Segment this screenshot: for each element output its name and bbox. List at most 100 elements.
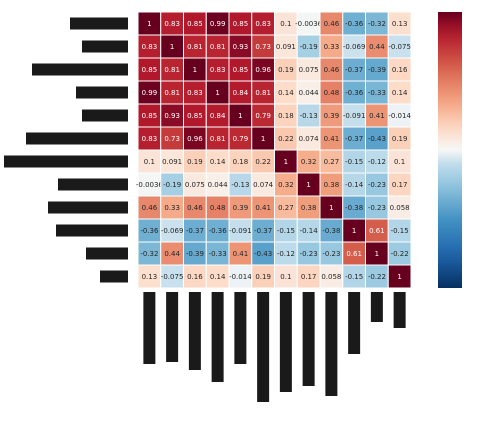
cell-value-label: -0.36 <box>345 89 364 97</box>
cell-value-label: 0.33 <box>164 204 180 212</box>
cell-value-label: -0.37 <box>254 227 272 235</box>
cell-value-label: 1 <box>306 181 310 189</box>
cell-value-label: 0.091 <box>276 43 296 51</box>
cell-value-label: 0.41 <box>369 112 385 120</box>
cell-value-label: 0.85 <box>142 66 158 74</box>
cell-value-label: -0.091 <box>229 227 252 235</box>
cell-value-label: 0.074 <box>253 181 274 189</box>
cell-value-label: 0.79 <box>255 112 271 120</box>
cell-value-label: -0.014 <box>229 273 252 281</box>
cell-value-label: -0.069 <box>343 43 366 51</box>
cell-value-label: 0.84 <box>210 112 226 120</box>
cell-value-label: 0.83 <box>142 135 158 143</box>
cell-value-label: 0.17 <box>301 273 317 281</box>
cell-value-label: 0.96 <box>255 66 271 74</box>
cell-value-label: 0.1 <box>280 273 291 281</box>
cell-value-label: -0.0036 <box>136 181 164 189</box>
redacted-column-label <box>188 292 201 370</box>
redacted-row-label <box>86 247 128 260</box>
cell-value-label: -0.091 <box>343 112 366 120</box>
cell-value-label: -0.075 <box>161 273 184 281</box>
redacted-row-label <box>100 270 128 283</box>
cell-value-label: 0.85 <box>233 66 249 74</box>
cell-value-label: 0.33 <box>324 43 340 51</box>
cell-value-label: 0.46 <box>187 204 203 212</box>
cell-value-label: 0.38 <box>324 181 340 189</box>
cell-value-label: -0.33 <box>368 89 386 97</box>
cell-value-label: 0.075 <box>185 181 205 189</box>
redacted-row-label <box>82 40 128 53</box>
cell-value-label: 0.39 <box>233 204 249 212</box>
cell-value-label: 0.83 <box>187 89 203 97</box>
cell-value-label: 0.81 <box>164 66 180 74</box>
cell-value-label: -0.37 <box>186 227 204 235</box>
cell-value-label: -0.0036 <box>295 20 323 28</box>
cell-value-label: 0.075 <box>299 66 319 74</box>
cell-value-label: 0.1 <box>144 158 155 166</box>
cell-value-label: -0.37 <box>345 66 363 74</box>
cell-value-label: -0.43 <box>368 135 386 143</box>
redacted-row-label <box>32 63 128 76</box>
heatmap-cells: 1 0.83 0.85 0.99 0.85 0.83 0.1 -0.0036 0.46 -0.36… <box>136 11 412 289</box>
cell-value-label: 0.83 <box>210 66 226 74</box>
cell-value-label: 0.19 <box>255 273 271 281</box>
cell-value-label: 0.73 <box>255 43 271 51</box>
cell-value-label: 0.044 <box>299 89 320 97</box>
cell-value-label: -0.39 <box>186 250 204 258</box>
cell-value-label: 0.61 <box>369 227 385 235</box>
cell-value-label: 0.19 <box>278 66 294 74</box>
cell-value-label: 0.18 <box>278 112 294 120</box>
cell-value-label: 1 <box>352 227 356 235</box>
cell-value-label: 0.32 <box>278 181 294 189</box>
cell-value-label: 0.46 <box>324 66 340 74</box>
cell-value-label: 0.93 <box>233 43 249 51</box>
cell-value-label: 1 <box>329 204 333 212</box>
redacted-column-label <box>302 292 315 386</box>
cell-value-label: -0.32 <box>368 20 386 28</box>
cell-value-label: -0.014 <box>388 112 411 120</box>
cell-value-label: -0.15 <box>345 273 363 281</box>
cell-value-label: 0.81 <box>164 89 180 97</box>
cell-value-label: 0.46 <box>142 204 158 212</box>
cell-value-label: 0.22 <box>278 135 294 143</box>
cell-value-label: 1 <box>147 20 151 28</box>
cell-value-label: -0.15 <box>345 158 363 166</box>
cell-value-label: 0.32 <box>301 158 317 166</box>
cell-value-label: 0.85 <box>142 112 158 120</box>
redacted-column-label <box>257 292 270 402</box>
redacted-column-label <box>211 292 224 382</box>
cell-value-label: 0.41 <box>233 250 249 258</box>
cell-value-label: 1 <box>215 89 219 97</box>
redacted-column-label <box>143 292 156 364</box>
cell-value-label: 0.83 <box>255 20 271 28</box>
cell-value-label: 0.1 <box>280 20 291 28</box>
cell-value-label: -0.37 <box>345 135 363 143</box>
cell-value-label: 0.44 <box>369 43 385 51</box>
cell-value-label: 0.18 <box>233 158 249 166</box>
cell-value-label: 0.13 <box>142 273 158 281</box>
cell-value-label: 1 <box>284 158 288 166</box>
cell-value-label: 0.058 <box>321 273 341 281</box>
cell-value-label: -0.36 <box>140 227 159 235</box>
cell-value-label: -0.14 <box>345 181 364 189</box>
cell-value-label: 0.96 <box>187 135 203 143</box>
cell-value-label: -0.19 <box>163 181 181 189</box>
cell-value-label: 1 <box>375 250 379 258</box>
redacted-column-label <box>166 292 179 362</box>
cell-value-label: -0.22 <box>391 250 409 258</box>
cell-value-label: 0.81 <box>210 43 226 51</box>
cell-value-label: -0.23 <box>300 250 318 258</box>
cell-value-label: 1 <box>397 273 401 281</box>
cell-value-label: 0.27 <box>324 158 340 166</box>
cell-value-label: 0.48 <box>210 204 226 212</box>
redacted-column-label <box>370 292 383 322</box>
cell-value-label: 0.99 <box>210 20 226 28</box>
redacted-column-label <box>393 292 406 328</box>
cell-value-label: -0.23 <box>322 250 340 258</box>
cell-value-label: -0.32 <box>140 250 158 258</box>
cell-value-label: -0.38 <box>345 204 363 212</box>
cell-value-label: 0.83 <box>164 20 180 28</box>
cell-value-label: -0.12 <box>368 158 386 166</box>
cell-value-label: -0.15 <box>391 227 409 235</box>
